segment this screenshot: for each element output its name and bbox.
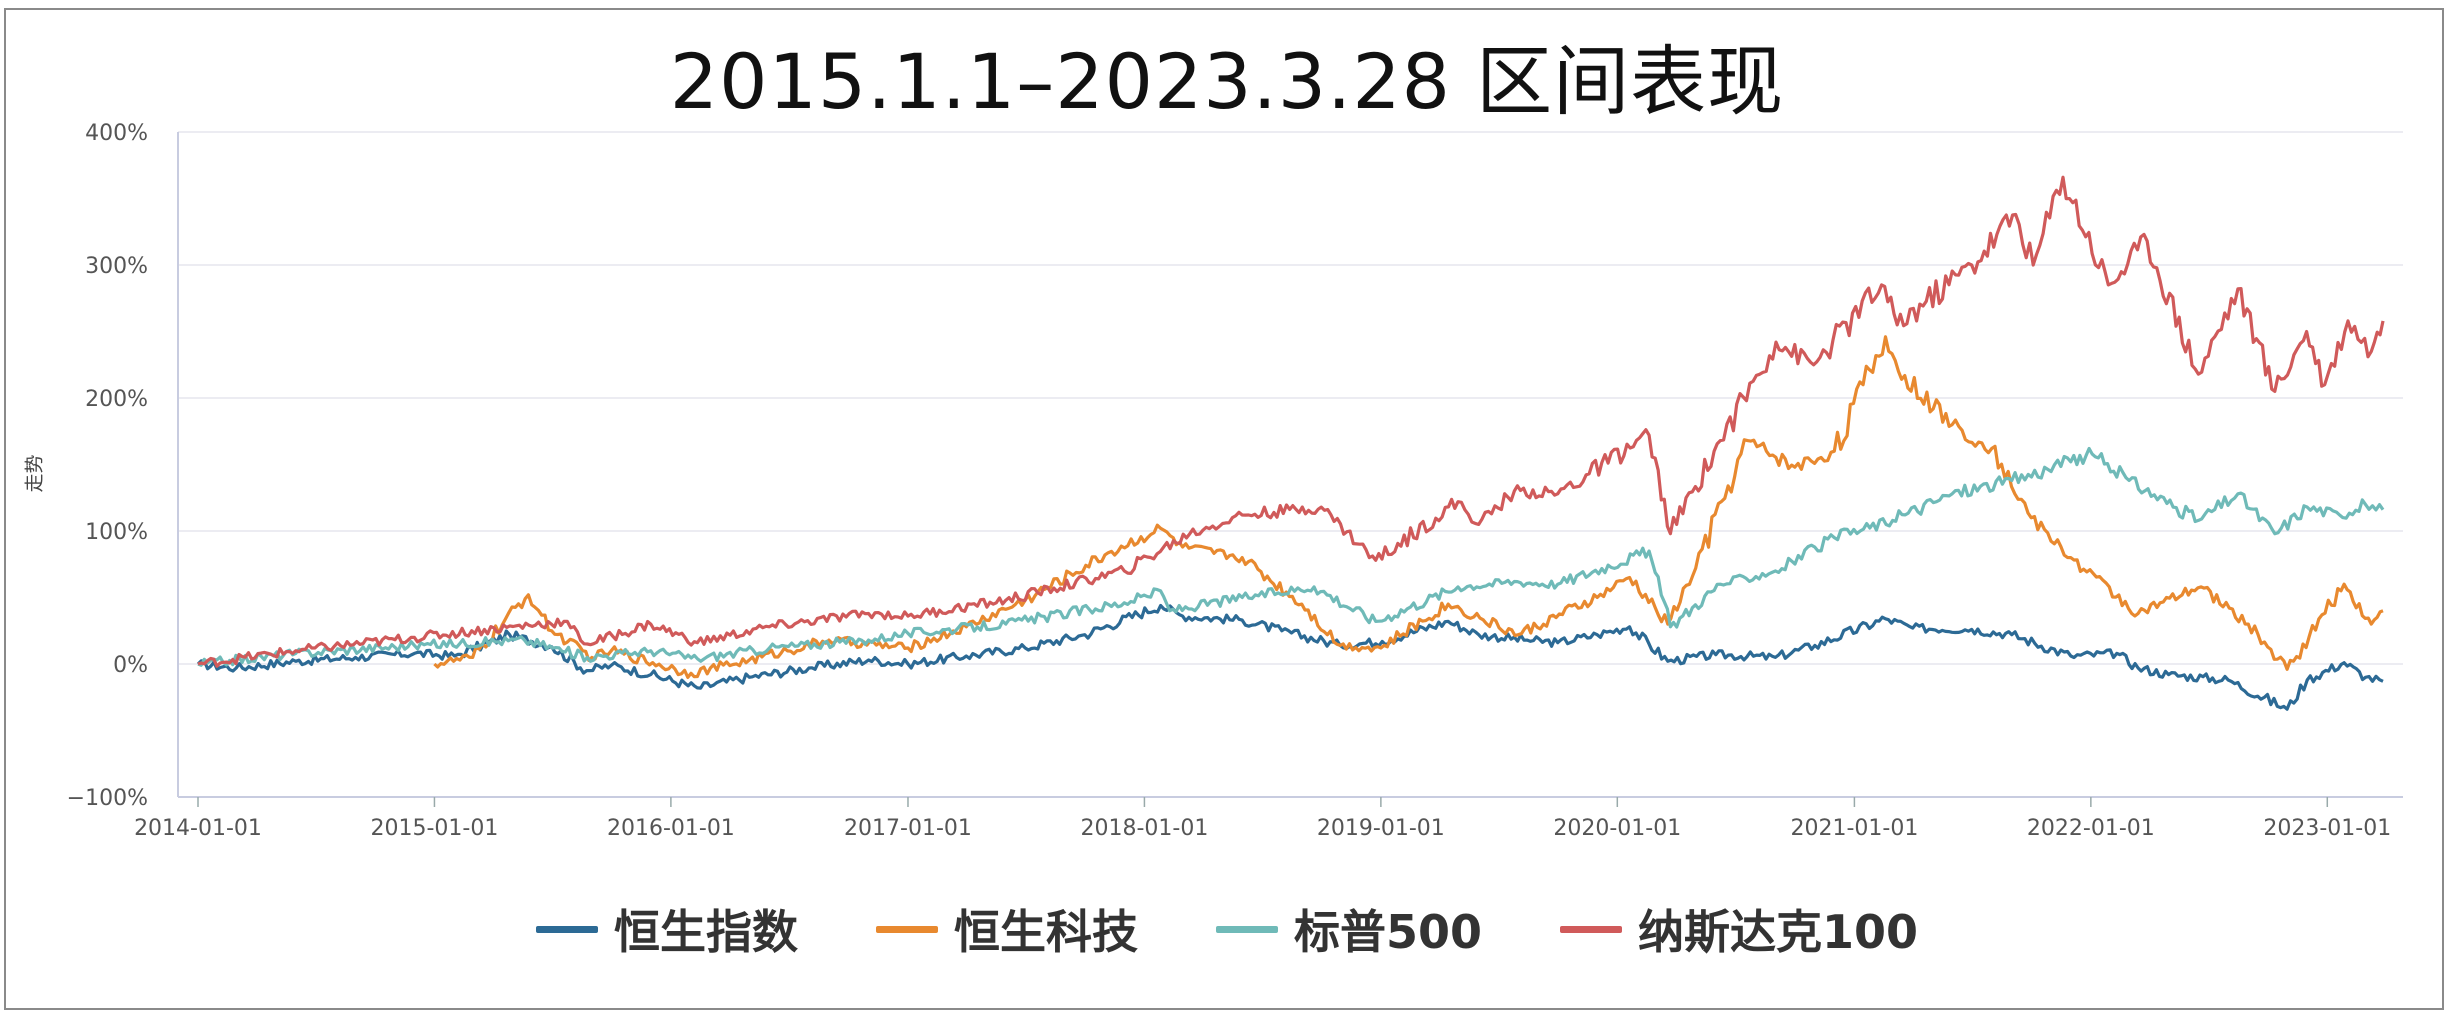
y-tick-label: 400% (85, 121, 148, 146)
legend-item: 标普500 (1215, 896, 1482, 962)
series-line-1 (433, 335, 2384, 679)
x-tick-label: 2022-01-01 (2027, 816, 2155, 841)
legend-item: 纳斯达克100 (1560, 896, 1918, 962)
series-line-0 (196, 603, 2384, 711)
legend-swatch (1215, 925, 1278, 933)
legend-label: 纳斯达克100 (1638, 905, 1919, 959)
x-tick-label: 2018-01-01 (1080, 816, 1208, 841)
y-tick-label: 300% (85, 254, 148, 279)
chart-title: 2015.1.1–2023.3.28 区间表现 (669, 37, 1785, 126)
legend-item: 恒生科技 (875, 896, 1138, 962)
x-tick-label: 2015-01-01 (371, 816, 499, 841)
x-tick-label: 2016-01-01 (607, 816, 735, 841)
x-tick-label: 2017-01-01 (844, 816, 972, 841)
legend-swatch (1560, 925, 1622, 933)
chart-legend: 恒生指数 恒生科技 标普500 纳斯达克100 (0, 896, 2454, 962)
x-tick-label: 2019-01-01 (1317, 816, 1445, 841)
series-line-3 (197, 175, 2385, 668)
x-tick-label: 2014-01-01 (134, 816, 262, 841)
legend-item: 恒生指数 (535, 896, 798, 962)
x-tick-label: 2021-01-01 (1790, 816, 1918, 841)
x-tick-label: 2023-01-01 (2263, 816, 2391, 841)
legend-swatch (875, 925, 938, 933)
legend-swatch (535, 925, 598, 933)
y-tick-label: 200% (85, 387, 148, 412)
legend-label: 恒生指数 (613, 905, 798, 959)
y-tick-label: 0% (113, 653, 148, 678)
legend-label: 标普500 (1293, 905, 1482, 959)
y-tick-label: −100% (67, 786, 148, 811)
y-tick-label: 100% (85, 520, 148, 545)
series-line-2 (197, 446, 2385, 667)
x-tick-label: 2020-01-01 (1553, 816, 1681, 841)
legend-label: 恒生科技 (953, 905, 1138, 959)
chart-frame (4, 8, 2444, 1010)
